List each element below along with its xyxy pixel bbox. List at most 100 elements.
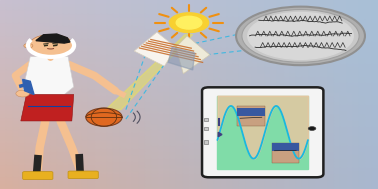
Bar: [76, 98, 82, 101]
Bar: [164, 88, 170, 91]
Bar: [321, 60, 328, 63]
Bar: [309, 154, 315, 157]
Bar: [309, 186, 315, 189]
Polygon shape: [23, 57, 74, 94]
Bar: [94, 136, 101, 139]
Bar: [302, 47, 309, 50]
Circle shape: [169, 13, 209, 33]
Bar: [284, 60, 290, 63]
Bar: [113, 107, 120, 110]
Bar: [366, 183, 372, 186]
Bar: [296, 47, 302, 50]
Bar: [233, 113, 239, 117]
Bar: [227, 154, 233, 157]
Bar: [69, 123, 76, 126]
Bar: [233, 82, 239, 85]
Bar: [151, 142, 158, 145]
Bar: [246, 104, 252, 107]
Bar: [38, 136, 44, 139]
Bar: [183, 101, 189, 104]
Bar: [290, 79, 296, 82]
Bar: [265, 41, 271, 44]
Bar: [38, 38, 44, 41]
Bar: [252, 25, 258, 28]
Bar: [296, 28, 302, 32]
Bar: [272, 143, 299, 163]
Bar: [252, 117, 258, 120]
Bar: [126, 107, 132, 110]
Bar: [265, 148, 271, 151]
Bar: [302, 101, 309, 104]
Bar: [170, 161, 177, 164]
Bar: [50, 173, 57, 176]
Bar: [38, 82, 44, 85]
Bar: [290, 9, 296, 13]
Bar: [6, 104, 12, 107]
Bar: [284, 98, 290, 101]
Bar: [94, 32, 101, 35]
Bar: [353, 145, 359, 148]
Bar: [252, 154, 258, 157]
Bar: [366, 13, 372, 16]
Bar: [347, 82, 353, 85]
Bar: [227, 110, 233, 113]
Bar: [302, 41, 309, 44]
Bar: [164, 176, 170, 180]
Bar: [126, 38, 132, 41]
Bar: [265, 101, 271, 104]
Bar: [328, 63, 334, 66]
Bar: [246, 173, 252, 176]
Bar: [120, 66, 126, 69]
Bar: [309, 142, 315, 145]
Bar: [359, 0, 366, 3]
Bar: [107, 88, 113, 91]
Bar: [258, 28, 265, 32]
Bar: [284, 47, 290, 50]
Bar: [284, 170, 290, 173]
Bar: [50, 91, 57, 94]
Bar: [328, 44, 334, 47]
Bar: [126, 132, 132, 136]
Bar: [239, 129, 246, 132]
Bar: [6, 63, 12, 66]
Bar: [195, 72, 201, 76]
Bar: [334, 154, 340, 157]
Bar: [151, 79, 158, 82]
Bar: [69, 63, 76, 66]
Bar: [328, 101, 334, 104]
Bar: [94, 110, 101, 113]
Bar: [328, 28, 334, 32]
Bar: [88, 145, 94, 148]
Bar: [239, 113, 246, 117]
Bar: [366, 6, 372, 9]
Bar: [214, 44, 220, 47]
Bar: [107, 117, 113, 120]
Polygon shape: [106, 34, 193, 110]
Bar: [258, 79, 265, 82]
Bar: [239, 28, 246, 32]
Bar: [38, 167, 44, 170]
Bar: [164, 154, 170, 157]
Bar: [334, 76, 340, 79]
Bar: [88, 3, 94, 6]
Bar: [177, 53, 183, 57]
Bar: [258, 123, 265, 126]
Bar: [177, 88, 183, 91]
Bar: [359, 136, 366, 139]
Bar: [82, 167, 88, 170]
Bar: [201, 110, 208, 113]
Bar: [265, 63, 271, 66]
Bar: [126, 57, 132, 60]
Bar: [372, 88, 378, 91]
Bar: [321, 101, 328, 104]
Bar: [57, 157, 63, 161]
Bar: [208, 186, 214, 189]
Bar: [57, 101, 63, 104]
Bar: [227, 82, 233, 85]
Bar: [170, 53, 177, 57]
Bar: [366, 22, 372, 25]
Bar: [340, 3, 347, 6]
Bar: [151, 167, 158, 170]
Bar: [277, 154, 284, 157]
Bar: [220, 107, 227, 110]
